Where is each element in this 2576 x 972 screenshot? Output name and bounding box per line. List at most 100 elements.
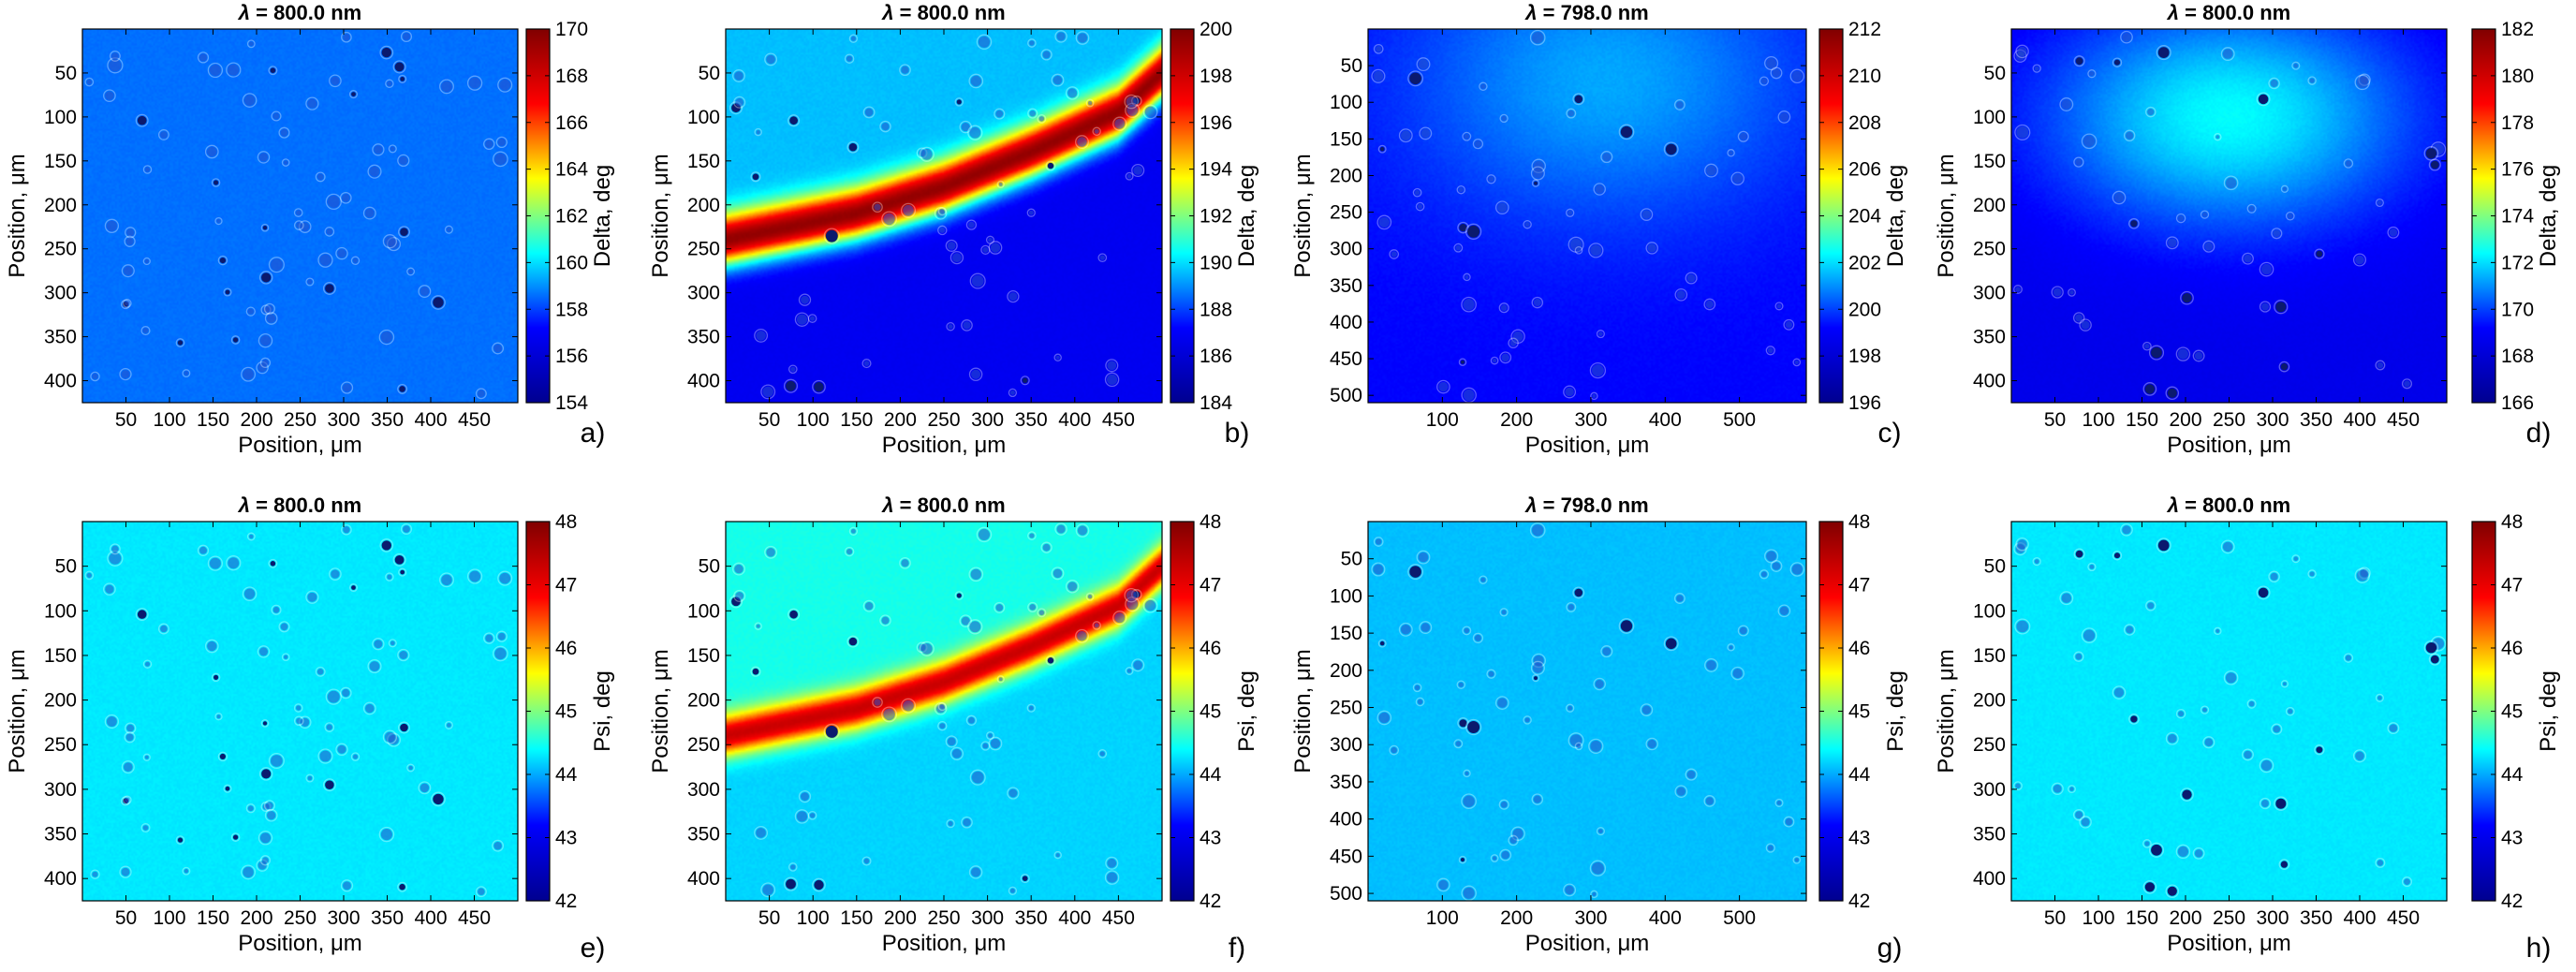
particle-dot (1401, 625, 1411, 635)
particle-ring (1531, 793, 1544, 805)
y-tick-label: 300 (44, 779, 77, 801)
particle-dot (177, 837, 184, 843)
particle-dot (1501, 610, 1507, 615)
particle-dot (247, 308, 254, 315)
particle-dot (1576, 744, 1582, 749)
particle-dot (1480, 83, 1486, 89)
particle-ring (1566, 703, 1575, 713)
particle-dot (903, 700, 914, 712)
particle-ring (1045, 655, 1056, 666)
particle-ring (2246, 203, 2257, 214)
particle-dot (1791, 70, 1803, 81)
y-axis-label: Position, μm (1934, 154, 1959, 278)
particle-dot (825, 725, 838, 738)
particle-ring (142, 165, 153, 174)
particle-ring (246, 532, 256, 541)
particle-dot (1460, 360, 1465, 364)
particle-dot (2270, 572, 2278, 581)
particle-dot (801, 792, 809, 802)
particle-dot (92, 871, 98, 877)
particle-ring (268, 257, 285, 273)
particle-dot (1067, 88, 1078, 98)
particle-ring (798, 293, 812, 306)
particle-dot (2015, 287, 2021, 292)
y-tick-label: 150 (1973, 645, 2006, 667)
particle-ring (1092, 621, 1101, 630)
particle-dot (2280, 861, 2289, 868)
particle-ring (2375, 857, 2386, 868)
particle-ring (2112, 190, 2127, 205)
particle-dot (1463, 299, 1475, 311)
particle-ring (104, 218, 120, 233)
particle-dot (967, 221, 975, 228)
x-tick-label: 50 (2044, 409, 2066, 431)
particle-ring (732, 562, 745, 576)
particle-dot (216, 219, 221, 224)
colorbar-tick-label: 45 (555, 701, 577, 723)
particle-ring (2073, 651, 2084, 662)
particle-dot (971, 867, 981, 877)
y-tick-label: 500 (1330, 883, 1362, 905)
particle-ring (259, 855, 272, 866)
x-tick-label: 250 (2213, 907, 2245, 929)
particle-ring (367, 164, 382, 179)
particle-dot (1144, 599, 1156, 611)
particle-dot (243, 588, 256, 599)
particle-dot (1620, 125, 1633, 139)
particle-ring (2073, 156, 2084, 168)
particle-dot (2225, 672, 2237, 684)
particle-ring (2148, 842, 2165, 858)
y-tick-label: 400 (44, 371, 77, 392)
particle-ring (2259, 301, 2272, 313)
particle-ring (1458, 855, 1467, 864)
particle-dot (261, 272, 272, 283)
particle-ring (241, 366, 257, 382)
particle-dot (998, 182, 1003, 186)
particle-ring (881, 706, 898, 723)
particle-ring (754, 622, 762, 630)
particle-ring (1412, 187, 1422, 198)
particle-dot (1373, 70, 1384, 81)
x-tick-label: 100 (153, 409, 185, 431)
y-tick-label: 350 (44, 327, 77, 348)
particle-ring (946, 321, 955, 331)
y-tick-label: 250 (44, 239, 77, 260)
particle-dot (207, 641, 217, 652)
colorbar-tick-label: 208 (1848, 112, 1881, 134)
particle-dot (1568, 210, 1573, 215)
particle-dot (970, 568, 982, 580)
particle-ring (2242, 748, 2254, 761)
particle-dot (1459, 224, 1467, 232)
particle-dot (1785, 321, 1793, 329)
particle-ring (879, 120, 891, 133)
x-tick-label: 450 (1102, 409, 1135, 431)
x-tick-label: 400 (2343, 409, 2376, 431)
particle-ring (140, 822, 151, 833)
particle-ring (1398, 622, 1413, 637)
x-tick-label: 350 (371, 907, 404, 929)
particle-dot (1568, 705, 1573, 711)
y-tick-label: 200 (44, 690, 77, 712)
particle-ring (1685, 272, 1698, 285)
particle-ring (1463, 272, 1471, 282)
particle-dot (1590, 740, 1602, 752)
panel-label: e) (581, 933, 606, 964)
particle-dot (956, 99, 962, 105)
particle-dot (1028, 210, 1034, 215)
particle-dot (1463, 887, 1475, 899)
particle-ring (754, 328, 769, 343)
particle-ring (492, 342, 505, 355)
particle-ring (732, 69, 745, 82)
particle-dot (160, 131, 168, 139)
particle-ring (1416, 550, 1431, 565)
particle-ring (418, 781, 432, 795)
particle-ring (305, 773, 315, 783)
y-tick-label: 50 (1341, 55, 1362, 77)
particle-ring (1529, 522, 1546, 538)
particle-ring (2352, 749, 2367, 763)
particle-ring (1589, 361, 1607, 379)
colorbar-label: Delta, deg (1234, 165, 1259, 267)
particle-dot (1458, 682, 1464, 687)
particle-dot (982, 246, 989, 253)
particle-dot (1029, 110, 1037, 117)
